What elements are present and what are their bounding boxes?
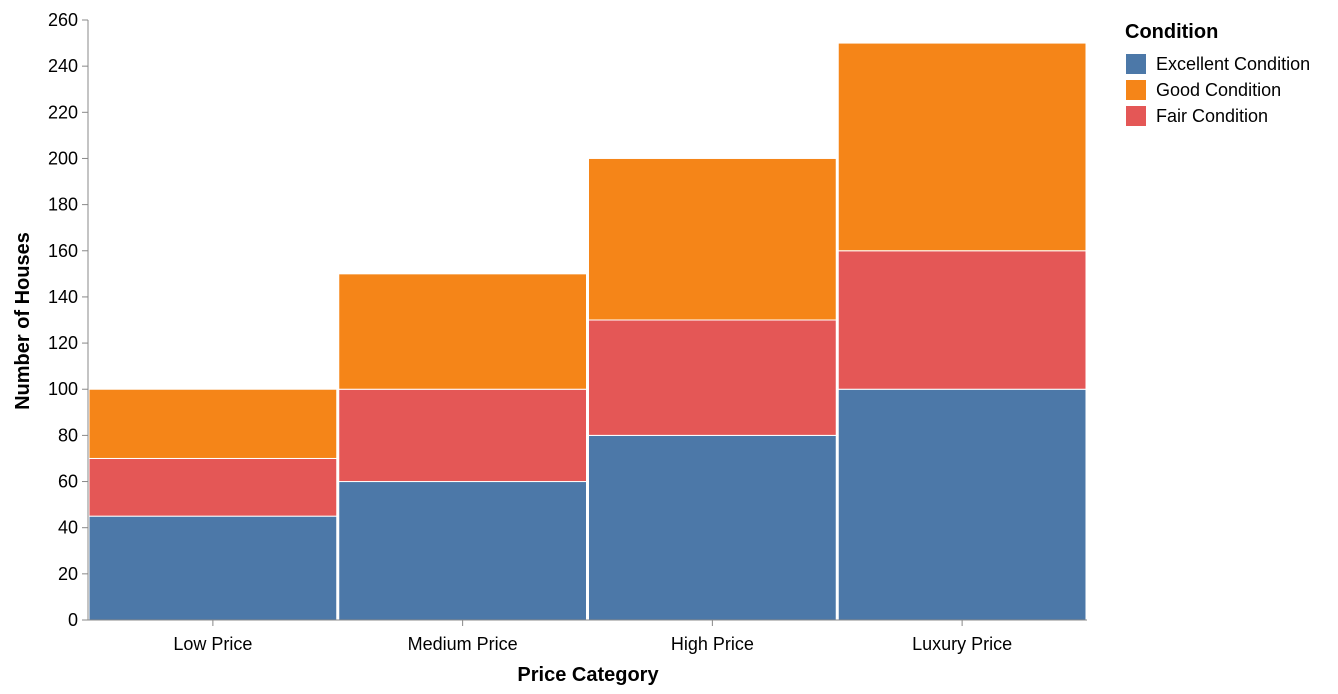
y-axis: 0 20 40 60 80 100 120 140 160 180 200 220 240 260 bbox=[48, 10, 89, 630]
legend-label: Good Condition bbox=[1156, 80, 1281, 100]
y-tick-label: 120 bbox=[48, 333, 78, 353]
x-axis-title: Price Category bbox=[517, 664, 659, 686]
bar-fair-condition-high-price bbox=[588, 319, 837, 436]
bar-fair-condition-luxury-price bbox=[837, 250, 1087, 390]
bar-fair-condition-medium-price bbox=[338, 388, 587, 483]
legend: Condition Excellent Condition Good Condit… bbox=[1125, 21, 1310, 126]
y-tick-label: 0 bbox=[68, 610, 78, 630]
y-tick-label: 40 bbox=[58, 518, 78, 538]
y-tick-label: 180 bbox=[48, 195, 78, 215]
y-tick-label: 20 bbox=[58, 564, 78, 584]
y-tick-label: 220 bbox=[48, 102, 78, 122]
bar-good-condition-medium-price bbox=[338, 273, 587, 390]
y-tick-label: 200 bbox=[48, 148, 78, 168]
bar-excellent-condition-luxury-price bbox=[837, 388, 1087, 621]
bar-good-condition-luxury-price bbox=[837, 42, 1087, 252]
y-tick-label: 80 bbox=[58, 425, 78, 445]
y-tick-label: 160 bbox=[48, 241, 78, 261]
legend-swatch bbox=[1126, 106, 1146, 126]
x-tick-label: Luxury Price bbox=[912, 634, 1012, 654]
y-tick-label: 260 bbox=[48, 10, 78, 30]
legend-label: Excellent Condition bbox=[1156, 54, 1310, 74]
x-axis: Low Price Medium Price High Price Luxury Pr… bbox=[88, 619, 1087, 654]
bar-excellent-condition-medium-price bbox=[338, 481, 587, 621]
bar-good-condition-high-price bbox=[588, 157, 837, 321]
y-tick-label: 240 bbox=[48, 56, 78, 76]
legend-title: Condition bbox=[1125, 21, 1218, 43]
y-tick-label: 60 bbox=[58, 472, 78, 492]
bar-excellent-condition-high-price bbox=[588, 434, 837, 621]
bar-good-condition-low-price bbox=[88, 388, 338, 459]
legend-swatch bbox=[1126, 80, 1146, 100]
y-tick-label: 100 bbox=[48, 379, 78, 399]
x-tick-label: Medium Price bbox=[408, 634, 518, 654]
bar-excellent-condition-low-price bbox=[88, 515, 338, 621]
x-tick-label: Low Price bbox=[173, 634, 252, 654]
x-tick-label: High Price bbox=[671, 634, 754, 654]
y-axis-title: Number of Houses bbox=[12, 232, 34, 410]
legend-label: Fair Condition bbox=[1156, 106, 1268, 126]
legend-swatch bbox=[1126, 54, 1146, 74]
y-tick-label: 140 bbox=[48, 287, 78, 307]
bar-fair-condition-low-price bbox=[88, 457, 338, 517]
bars-group bbox=[88, 42, 1087, 621]
